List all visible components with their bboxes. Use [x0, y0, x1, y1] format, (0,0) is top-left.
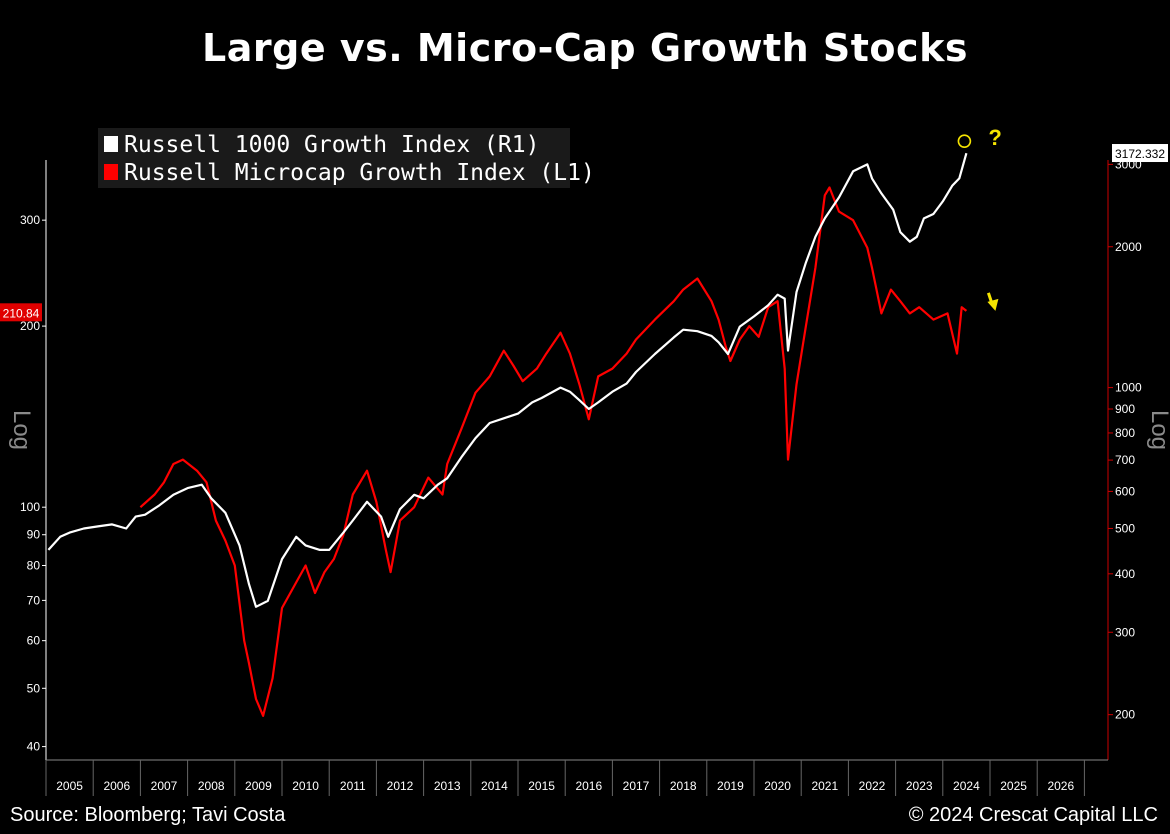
- right-tick-label: 200: [1115, 708, 1135, 722]
- right-tick-label: 500: [1115, 521, 1135, 535]
- left-tick-label: 300: [20, 213, 40, 227]
- x-tick-label: 2007: [151, 779, 178, 793]
- x-tick-label: 2008: [198, 779, 225, 793]
- chart-title: Large vs. Micro-Cap Growth Stocks: [202, 26, 968, 70]
- x-tick-label: 2018: [670, 779, 697, 793]
- right-last-value-box: [1112, 144, 1168, 163]
- x-tick-label: 2022: [859, 779, 886, 793]
- left-axis-ticks: 40 50 60 70 80 90 100 200 300: [20, 213, 46, 754]
- right-tick-label: 600: [1115, 484, 1135, 498]
- right-last-value: 3172.332: [1115, 147, 1165, 161]
- right-tick-label: 800: [1115, 426, 1135, 440]
- left-tick-label: 100: [20, 500, 40, 514]
- left-tick-label: 90: [27, 528, 41, 542]
- legend-swatch-0: [104, 136, 118, 152]
- value-labels: 210.84 3172.332: [0, 144, 1168, 322]
- right-tick-label: 700: [1115, 453, 1135, 467]
- left-tick-label: 50: [27, 681, 41, 695]
- x-tick-label: 2017: [623, 779, 650, 793]
- left-tick-label: 80: [27, 558, 41, 572]
- legend-label-1: Russell Microcap Growth Index (L1): [124, 160, 595, 186]
- legend: Russell 1000 Growth Index (R1)Russell Mi…: [98, 128, 595, 188]
- x-tick-label: 2015: [528, 779, 555, 793]
- series-line-1: [139, 186, 968, 717]
- left-last-value: 210.84: [3, 306, 40, 320]
- x-tick-label: 2026: [1047, 779, 1074, 793]
- right-tick-label: 2000: [1115, 240, 1142, 254]
- x-tick-label: 2016: [575, 779, 602, 793]
- x-tick-label: 2014: [481, 779, 508, 793]
- x-tick-label: 2005: [56, 779, 83, 793]
- x-tick-label: 2011: [340, 779, 366, 793]
- legend-label-0: Russell 1000 Growth Index (R1): [124, 132, 539, 158]
- series-line-0: [47, 152, 968, 608]
- x-tick-label: 2021: [811, 779, 838, 793]
- x-axis-ticks: 2005 2006 2007 2008 2009 2010 2011 2012 2013 2014…: [45, 760, 1085, 796]
- left-tick-label: 40: [27, 740, 41, 754]
- copyright-note: © 2024 Crescat Capital LLC: [908, 804, 1158, 826]
- down-arrow-head: [987, 298, 999, 311]
- x-tick-label: 2010: [292, 779, 319, 793]
- legend-swatch-1: [104, 164, 118, 180]
- x-tick-label: 2006: [103, 779, 130, 793]
- annotations: ?: [957, 125, 1002, 311]
- left-tick-label: 60: [27, 634, 41, 648]
- x-tick-label: 2019: [717, 779, 744, 793]
- left-tick-label: 200: [20, 319, 40, 333]
- right-axis-label: Log: [1146, 410, 1170, 450]
- right-tick-label: 300: [1115, 625, 1135, 639]
- left-tick-label: 70: [27, 593, 41, 607]
- x-tick-label: 2024: [953, 779, 980, 793]
- x-tick-label: 2009: [245, 779, 272, 793]
- legend-background: [98, 128, 570, 188]
- x-tick-label: 2025: [1000, 779, 1027, 793]
- highlight-circle: [957, 134, 972, 148]
- question-mark-annotation: ?: [988, 125, 1001, 150]
- right-tick-label: 400: [1115, 567, 1135, 581]
- left-axis-label: Log: [8, 410, 35, 450]
- right-tick-label: 1000: [1115, 381, 1142, 395]
- x-tick-label: 2012: [387, 779, 414, 793]
- series-layer: [47, 152, 968, 717]
- x-tick-label: 2020: [764, 779, 791, 793]
- right-tick-label: 900: [1115, 402, 1135, 416]
- left-last-value-box: [0, 303, 42, 322]
- x-tick-label: 2023: [906, 779, 933, 793]
- x-tick-label: 2013: [434, 779, 461, 793]
- source-note: Source: Bloomberg; Tavi Costa: [10, 804, 286, 826]
